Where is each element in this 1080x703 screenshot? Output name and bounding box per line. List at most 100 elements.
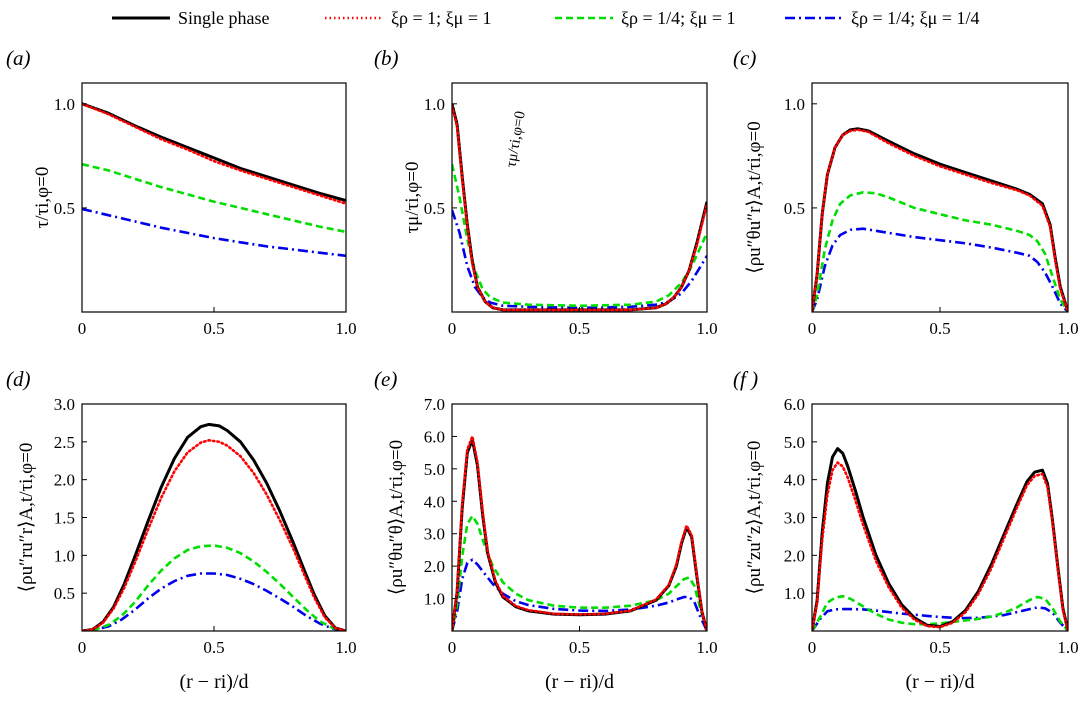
curves-d	[82, 422, 346, 631]
series-b-4	[452, 209, 707, 310]
ytick-label-f-3: 4.0	[784, 471, 805, 490]
ytick-label-e-4: 5.0	[424, 460, 445, 479]
ytick-label-e-0: 1.0	[424, 590, 445, 609]
xlabel-d: (r − ri)/d	[179, 671, 248, 693]
xtick-label-d-0: 0	[78, 638, 87, 657]
xtick-label-a-1: 0.5	[203, 319, 224, 338]
series-c-2	[812, 128, 1068, 312]
panel-letter-c: (c)	[733, 46, 756, 70]
legend-label-1: Single phase	[178, 8, 270, 28]
ytick-label-d-4: 2.5	[54, 433, 75, 452]
axes-frame-f	[811, 403, 1069, 632]
ytick-label-c-1: 1.0	[784, 95, 805, 114]
ytick-label-c-0: 0.5	[784, 199, 805, 218]
series-d-2	[82, 439, 346, 631]
annotation-b: τμ/τi,φ=0	[503, 110, 529, 169]
series-a-3	[82, 162, 346, 234]
ytick-label-b-1: 1.0	[424, 95, 445, 114]
xtick-label-c-0: 0	[808, 319, 817, 338]
series-c-4	[812, 227, 1068, 312]
legend-label-3: ξρ = 1/4; ξμ = 1	[621, 8, 736, 28]
series-e-4	[452, 558, 707, 631]
curves-a	[82, 102, 346, 258]
series-f-1	[812, 447, 1068, 631]
ytick-label-a-0: 0.5	[54, 199, 75, 218]
curves-f	[812, 447, 1068, 631]
axes-frame-a	[81, 82, 347, 313]
series-d-1	[82, 422, 346, 631]
ytick-label-d-3: 2.0	[54, 471, 75, 490]
series-d-3	[82, 544, 346, 631]
xtick-label-f-1: 0.5	[929, 638, 950, 657]
series-e-2	[452, 435, 707, 631]
xtick-label-e-2: 1.0	[696, 638, 717, 657]
series-c-1	[812, 127, 1068, 312]
axes-frame-e	[451, 403, 708, 632]
ylabel-a: τ/τi,φ=0	[32, 167, 53, 229]
panel-e: 0 0.5 1.0 1.0 2.0 3.0 4.0 5.0 6.0 7.0 (e) ⟨ρu″θu″θ⟩…	[374, 367, 718, 693]
xtick-label-b-1: 0.5	[569, 319, 590, 338]
series-b-2	[452, 104, 707, 312]
ytick-label-f-1: 2.0	[784, 546, 805, 565]
series-d-4	[82, 572, 346, 631]
ytick-label-a-1: 1.0	[54, 95, 75, 114]
ylabel-e: ⟨ρu″θu″θ⟩A,t/τi,φ=0	[386, 440, 407, 595]
axes-frame-b	[451, 82, 708, 313]
xtick-label-b-0: 0	[448, 319, 457, 338]
ylabel-d: ⟨ρu″ru″r⟩A,t/τi,φ=0	[16, 443, 37, 593]
ytick-label-d-0: 0.5	[54, 584, 75, 603]
panel-a: 0 0.5 1.0 0.5 1.0 (a) τ/τi,φ=0	[6, 46, 357, 338]
series-a-2	[82, 102, 346, 205]
axes-frame-d	[81, 403, 347, 632]
ytick-label-e-6: 7.0	[424, 395, 445, 414]
panel-d: 0 0.5 1.0 0.5 1.0 1.5 2.0 2.5 3.0 (d) ⟨ρu″ru″r⟩A,t…	[6, 367, 357, 693]
xlabel-f: (r − ri)/d	[905, 671, 974, 693]
xtick-label-d-1: 0.5	[203, 638, 224, 657]
chart-panels: 0 0.5 1.0 0.5 1.0 (a) τ/τi,φ=0 0 0.5 1.0 0.5 1.0 (b)…	[6, 46, 1079, 693]
ytick-label-f-4: 5.0	[784, 433, 805, 452]
xtick-label-c-2: 1.0	[1057, 319, 1078, 338]
ytick-label-e-1: 2.0	[424, 557, 445, 576]
ytick-label-f-5: 6.0	[784, 395, 805, 414]
xtick-label-f-2: 1.0	[1057, 638, 1078, 657]
xtick-label-e-1: 0.5	[569, 638, 590, 657]
xtick-label-b-2: 1.0	[696, 319, 717, 338]
panel-letter-f: (f )	[733, 367, 758, 391]
series-e-1	[452, 438, 707, 631]
panel-letter-b: (b)	[374, 46, 399, 70]
xlabel-e: (r − ri)/d	[545, 671, 614, 693]
ytick-label-d-1: 1.0	[54, 546, 75, 565]
panel-f: 0 0.5 1.0 1.0 2.0 3.0 4.0 5.0 6.0 (f ) ⟨ρu″zu″z⟩A,…	[733, 367, 1079, 693]
curves-e	[452, 435, 707, 631]
ytick-label-e-2: 3.0	[424, 525, 445, 544]
ytick-label-d-2: 1.5	[54, 509, 75, 528]
series-a-1	[82, 102, 346, 203]
series-f-3	[812, 594, 1068, 631]
ylabel-c: ⟨ρu″θu″r⟩A,t/τi,φ=0	[744, 121, 765, 273]
ytick-label-f-0: 1.0	[784, 584, 805, 603]
series-c-3	[812, 191, 1068, 312]
series-b-3	[452, 163, 707, 308]
xtick-label-e-0: 0	[448, 638, 457, 657]
axes-frame-c	[811, 82, 1069, 313]
curves-b	[452, 103, 707, 312]
xtick-label-a-0: 0	[78, 319, 87, 338]
ytick-label-b-0: 0.5	[424, 199, 445, 218]
series-a-4	[82, 207, 346, 258]
panel-letter-e: (e)	[374, 367, 397, 391]
xtick-label-f-0: 0	[808, 638, 817, 657]
series-e-3	[452, 514, 707, 631]
series-f-4	[812, 606, 1068, 631]
panel-c: 0 0.5 1.0 0.5 1.0 (c) ⟨ρu″θu″r⟩A,t/τi,φ=0	[733, 46, 1079, 338]
xtick-label-d-2: 1.0	[335, 638, 356, 657]
ylabel-f: ⟨ρu″zu″z⟩A,t/τi,φ=0	[744, 441, 765, 595]
ytick-label-f-2: 3.0	[784, 509, 805, 528]
xtick-label-a-2: 1.0	[335, 319, 356, 338]
panel-letter-a: (a)	[6, 46, 31, 70]
series-b-1	[452, 103, 707, 312]
legend-label-4: ξρ = 1/4; ξμ = 1/4	[851, 8, 980, 28]
panel-b: 0 0.5 1.0 0.5 1.0 (b) τμ/τi,φ=0 τμ/τi,φ=0	[374, 46, 718, 338]
panel-letter-d: (d)	[6, 367, 31, 391]
xtick-label-c-1: 0.5	[929, 319, 950, 338]
